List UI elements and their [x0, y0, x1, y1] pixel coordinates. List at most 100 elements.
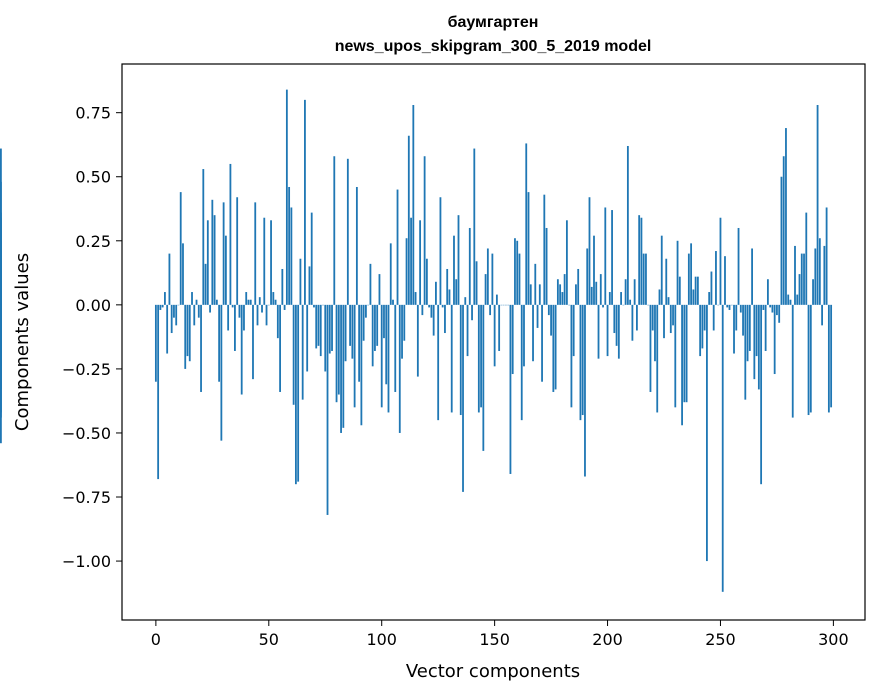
- plot-frame: [121, 63, 866, 621]
- chart-title: баумгартен: [448, 14, 539, 31]
- bar-71: [315, 304, 318, 349]
- bar-49: [265, 304, 268, 326]
- bar-232: [678, 276, 681, 305]
- bar-221: [654, 304, 656, 362]
- bar-267: [757, 304, 760, 390]
- bar-58: [285, 89, 288, 305]
- bar-26: [213, 215, 216, 305]
- bar-118: [421, 304, 424, 316]
- y-tick-label: 0.00: [75, 296, 111, 315]
- x-tick-label: 150: [479, 630, 510, 649]
- bar-260: [742, 304, 744, 336]
- bar-276: [778, 304, 781, 323]
- bar-287: [803, 253, 805, 305]
- y-tick-label: 0.25: [75, 232, 111, 251]
- bar-87: [351, 304, 354, 359]
- bar-195: [595, 281, 598, 305]
- bar-80: [335, 304, 338, 403]
- bar-286: [800, 253, 803, 305]
- bar-53: [274, 299, 277, 305]
- bar-284: [796, 294, 799, 305]
- bar-214: [638, 215, 641, 305]
- bar-243: [703, 304, 706, 331]
- bar-263: [748, 304, 751, 351]
- bar-317: [0, 217, 2, 305]
- bar-157: [509, 304, 512, 474]
- bar-31: [224, 235, 227, 305]
- bar-166: [529, 284, 532, 305]
- x-tick-label: 200: [592, 630, 623, 649]
- bar-273: [771, 304, 774, 313]
- bar-224: [660, 235, 663, 305]
- x-tick-label: 100: [366, 630, 397, 649]
- bar-172: [543, 194, 546, 305]
- bar-198: [602, 304, 604, 308]
- bar-78: [331, 304, 333, 351]
- bar-296: [823, 245, 826, 305]
- bar-268: [760, 304, 763, 485]
- bar-81: [337, 304, 340, 395]
- bar-2: [159, 304, 162, 310]
- bar-278: [782, 156, 785, 305]
- bar-245: [708, 292, 711, 305]
- bar-93: [365, 304, 367, 318]
- bar-187: [577, 268, 580, 305]
- bar-29: [220, 304, 223, 441]
- bar-194: [593, 235, 595, 305]
- bar-34: [231, 304, 234, 308]
- bar-147: [486, 248, 489, 305]
- bars-group: [0, 89, 833, 592]
- bar-222: [656, 304, 659, 413]
- bar-251: [721, 304, 724, 592]
- bar-14: [186, 304, 189, 357]
- bar-151: [495, 294, 498, 305]
- bar-99: [378, 274, 381, 305]
- bar-176: [552, 304, 555, 392]
- bar-108: [398, 304, 401, 433]
- bar-288: [805, 212, 808, 305]
- x-axis-ticks: 0 50 100 150 200 250 300: [151, 620, 849, 649]
- bar-79: [333, 156, 336, 305]
- bar-96: [371, 304, 374, 367]
- bar-216: [642, 253, 645, 305]
- bar-111: [405, 238, 408, 305]
- bar-272: [769, 304, 772, 308]
- bar-242: [701, 304, 704, 349]
- bar-0: [154, 304, 157, 382]
- bar-294: [818, 238, 821, 305]
- bar-100: [380, 304, 383, 408]
- bar-256: [733, 304, 735, 354]
- bar-226: [665, 258, 668, 305]
- bar-174: [547, 304, 550, 316]
- bar-201: [608, 292, 611, 305]
- bar-239: [694, 276, 697, 305]
- bar-211: [631, 304, 634, 341]
- bar-5: [166, 304, 169, 354]
- bar-173: [545, 227, 548, 305]
- bar-139: [468, 227, 471, 305]
- bar-223: [658, 289, 661, 305]
- bar-42: [249, 299, 252, 305]
- bar-160: [516, 240, 519, 305]
- bar-124: [435, 281, 437, 305]
- bar-126: [439, 197, 442, 305]
- bar-185: [572, 304, 575, 357]
- bar-30: [222, 202, 225, 305]
- bar-281: [789, 299, 792, 305]
- bar-129: [446, 268, 449, 305]
- bar-55: [279, 304, 281, 392]
- bar-236: [687, 253, 690, 305]
- bar-289: [807, 304, 810, 416]
- bar-170: [538, 284, 541, 305]
- bar-8: [173, 304, 175, 318]
- bar-197: [599, 274, 602, 305]
- bar-227: [667, 297, 670, 305]
- bar-192: [588, 197, 591, 305]
- bar-25: [211, 199, 214, 305]
- chart-subtitle: news_upos_skipgram_300_5_2019 model: [335, 38, 652, 55]
- bar-168: [534, 263, 537, 305]
- bar-141: [473, 148, 476, 305]
- bar-175: [550, 304, 552, 336]
- bar-247: [712, 304, 715, 331]
- bar-136: [462, 304, 464, 492]
